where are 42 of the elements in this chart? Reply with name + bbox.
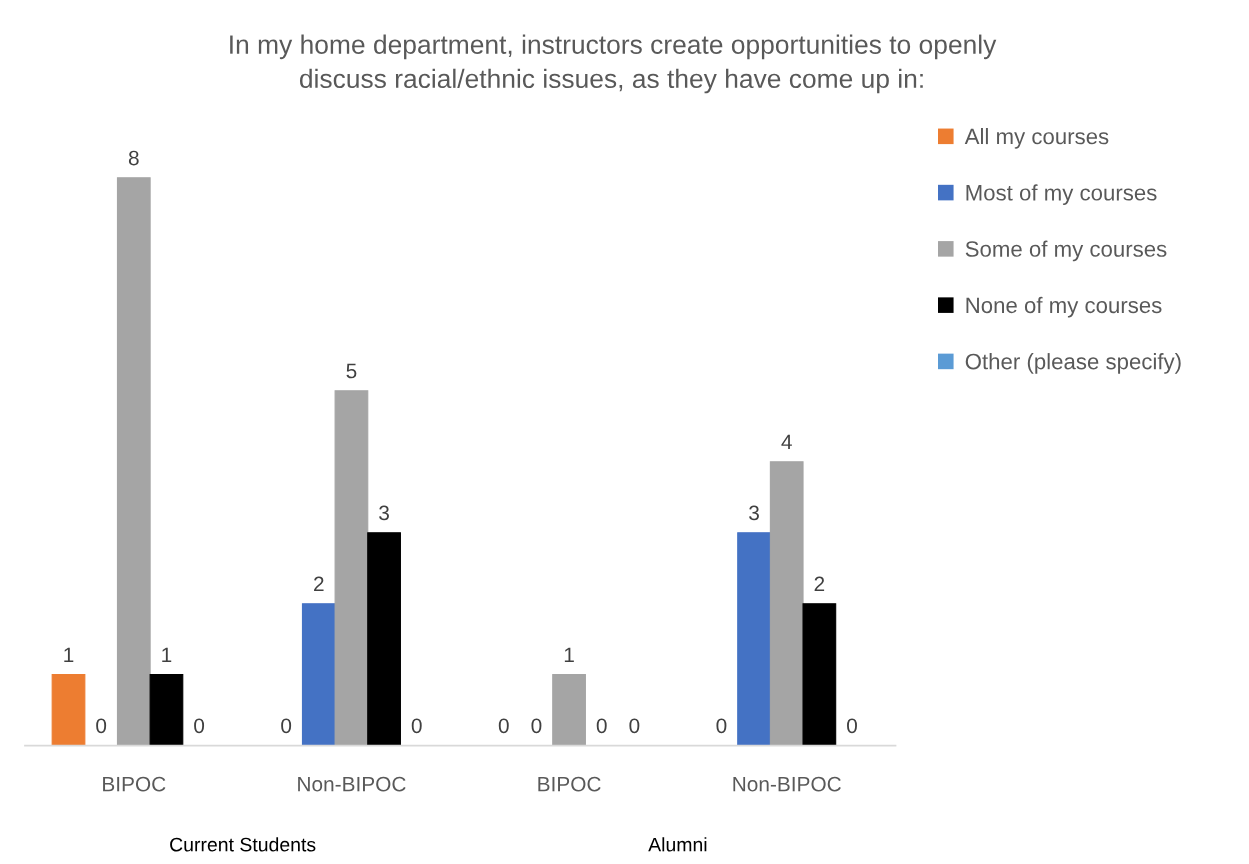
bar — [769, 461, 804, 746]
bar — [737, 532, 771, 746]
bar — [802, 603, 837, 746]
legend-label: Other (please specify) — [965, 353, 1181, 374]
bar — [116, 177, 151, 746]
x-tick-label: Non-BIPOC — [298, 776, 406, 792]
data-label: 0 — [531, 718, 542, 734]
data-label: 1 — [162, 647, 172, 662]
data-label: 3 — [749, 505, 759, 521]
bar — [149, 674, 184, 746]
data-label: 4 — [781, 434, 792, 450]
data-label: 0 — [194, 718, 205, 734]
text: Current Students — [170, 837, 316, 852]
data-label: 2 — [814, 576, 825, 592]
data-label: 8 — [128, 150, 139, 166]
x-tick-label: BIPOC — [103, 776, 166, 792]
data-label: 0 — [716, 718, 727, 734]
data-label: 1 — [564, 647, 574, 662]
chart-title: In my home department, instructors create opportunities to openly discuss racial/ethnic issues, as they have come up in: — [230, 34, 997, 94]
legend-label: All my courses — [964, 128, 1109, 149]
x-tick-label: Non-BIPOC — [733, 776, 841, 792]
data-label: 5 — [346, 363, 357, 379]
bar — [367, 532, 401, 746]
bar — [51, 674, 86, 746]
legend-label: Most of my courses — [966, 184, 1157, 205]
bar — [334, 390, 369, 746]
bar — [552, 674, 586, 746]
data-label: 3 — [379, 505, 389, 521]
data-label: 0 — [629, 718, 640, 734]
legend-label: Some of my courses — [965, 240, 1167, 262]
data-label: 1 — [64, 647, 74, 662]
data-label: 2 — [314, 576, 324, 592]
x-tick-label: BIPOC — [538, 776, 601, 792]
data-label: 0 — [411, 718, 422, 734]
text: Alumni — [648, 837, 707, 852]
data-label: 0 — [281, 718, 292, 734]
data-label: 0 — [498, 718, 509, 734]
data-label: 0 — [847, 718, 857, 734]
legend-label: None of my courses — [966, 296, 1162, 318]
bar — [301, 603, 336, 746]
data-label: 0 — [96, 718, 107, 734]
data-label: 0 — [596, 718, 607, 734]
